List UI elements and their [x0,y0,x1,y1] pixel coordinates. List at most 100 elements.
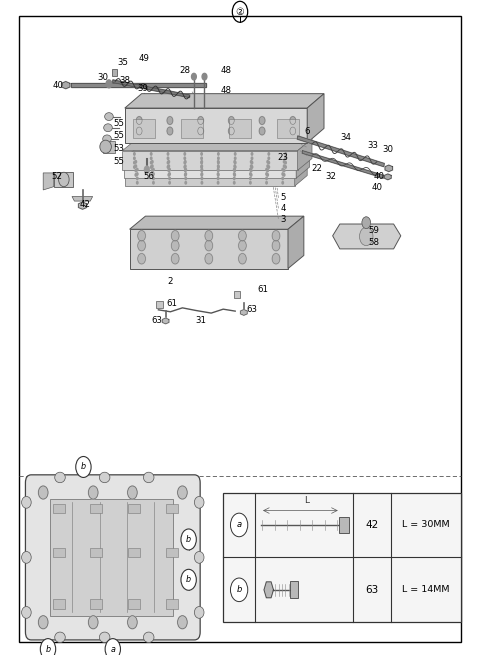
Polygon shape [240,310,247,315]
Polygon shape [288,216,304,269]
Bar [166,504,178,514]
Circle shape [233,176,236,180]
Polygon shape [71,83,206,87]
Circle shape [168,172,171,176]
Circle shape [38,616,48,629]
Circle shape [265,176,268,180]
Circle shape [283,164,286,168]
Circle shape [281,168,284,172]
Text: 34: 34 [340,133,351,142]
Circle shape [230,578,248,601]
Text: 53: 53 [114,144,124,153]
Circle shape [216,181,219,185]
Ellipse shape [105,113,113,121]
Text: 55: 55 [114,131,124,140]
Text: 61: 61 [167,299,177,309]
Ellipse shape [194,607,204,618]
Bar [112,69,117,76]
Polygon shape [295,156,307,186]
Circle shape [249,181,252,185]
Text: 48: 48 [220,86,231,95]
Polygon shape [122,139,312,151]
Circle shape [250,164,252,168]
Circle shape [183,157,186,160]
Circle shape [152,176,155,180]
Text: 55: 55 [114,157,124,166]
Polygon shape [125,166,295,186]
Circle shape [249,176,252,180]
Circle shape [151,164,154,168]
Bar [53,599,65,609]
Circle shape [233,164,236,168]
Circle shape [284,152,287,156]
Circle shape [138,253,145,264]
Circle shape [283,160,286,164]
Circle shape [181,529,196,550]
Text: L = 30MM: L = 30MM [402,521,450,529]
Bar [166,599,178,609]
Bar [53,548,65,557]
Polygon shape [298,139,312,170]
Text: 56: 56 [144,172,154,181]
Text: b: b [46,645,50,654]
Bar [133,119,155,138]
Circle shape [178,616,187,629]
Circle shape [133,165,136,169]
Circle shape [134,168,137,172]
Circle shape [200,160,203,164]
Circle shape [105,639,120,655]
Text: 63: 63 [247,305,257,314]
Circle shape [168,160,170,164]
Circle shape [217,168,220,172]
Circle shape [265,168,268,172]
Circle shape [167,152,169,156]
Circle shape [150,160,153,164]
Bar [166,548,178,557]
Polygon shape [296,147,310,178]
Text: 30: 30 [383,145,393,154]
Text: 61: 61 [258,285,268,294]
Circle shape [233,173,236,177]
Circle shape [362,217,371,229]
Circle shape [136,181,139,185]
Circle shape [171,240,179,251]
Circle shape [136,168,139,172]
Polygon shape [124,147,310,159]
Text: 2: 2 [168,277,173,286]
Circle shape [184,173,187,177]
Circle shape [281,176,284,180]
Circle shape [168,176,171,180]
Circle shape [205,253,213,264]
Circle shape [234,157,237,160]
Circle shape [134,173,137,177]
Circle shape [250,160,252,164]
Text: 49: 49 [139,54,149,64]
Circle shape [168,181,171,185]
Text: a: a [110,645,115,654]
Text: L: L [304,496,309,505]
Circle shape [249,168,252,172]
Ellipse shape [22,552,31,563]
Text: 32: 32 [326,172,336,181]
Circle shape [266,164,269,168]
Circle shape [184,181,187,185]
Circle shape [217,160,220,164]
Ellipse shape [194,496,204,508]
Circle shape [184,160,187,164]
Text: 40: 40 [372,183,382,192]
Text: 30: 30 [98,73,108,82]
FancyBboxPatch shape [25,475,200,640]
Circle shape [239,253,246,264]
Circle shape [200,165,203,169]
Circle shape [136,127,142,135]
Polygon shape [384,174,391,179]
Bar [128,599,140,609]
Circle shape [168,168,171,172]
Circle shape [217,157,220,160]
Circle shape [259,127,265,135]
Polygon shape [78,202,87,209]
Circle shape [200,168,203,172]
Polygon shape [333,224,401,249]
Text: 4: 4 [280,204,286,213]
Text: 48: 48 [220,66,231,75]
